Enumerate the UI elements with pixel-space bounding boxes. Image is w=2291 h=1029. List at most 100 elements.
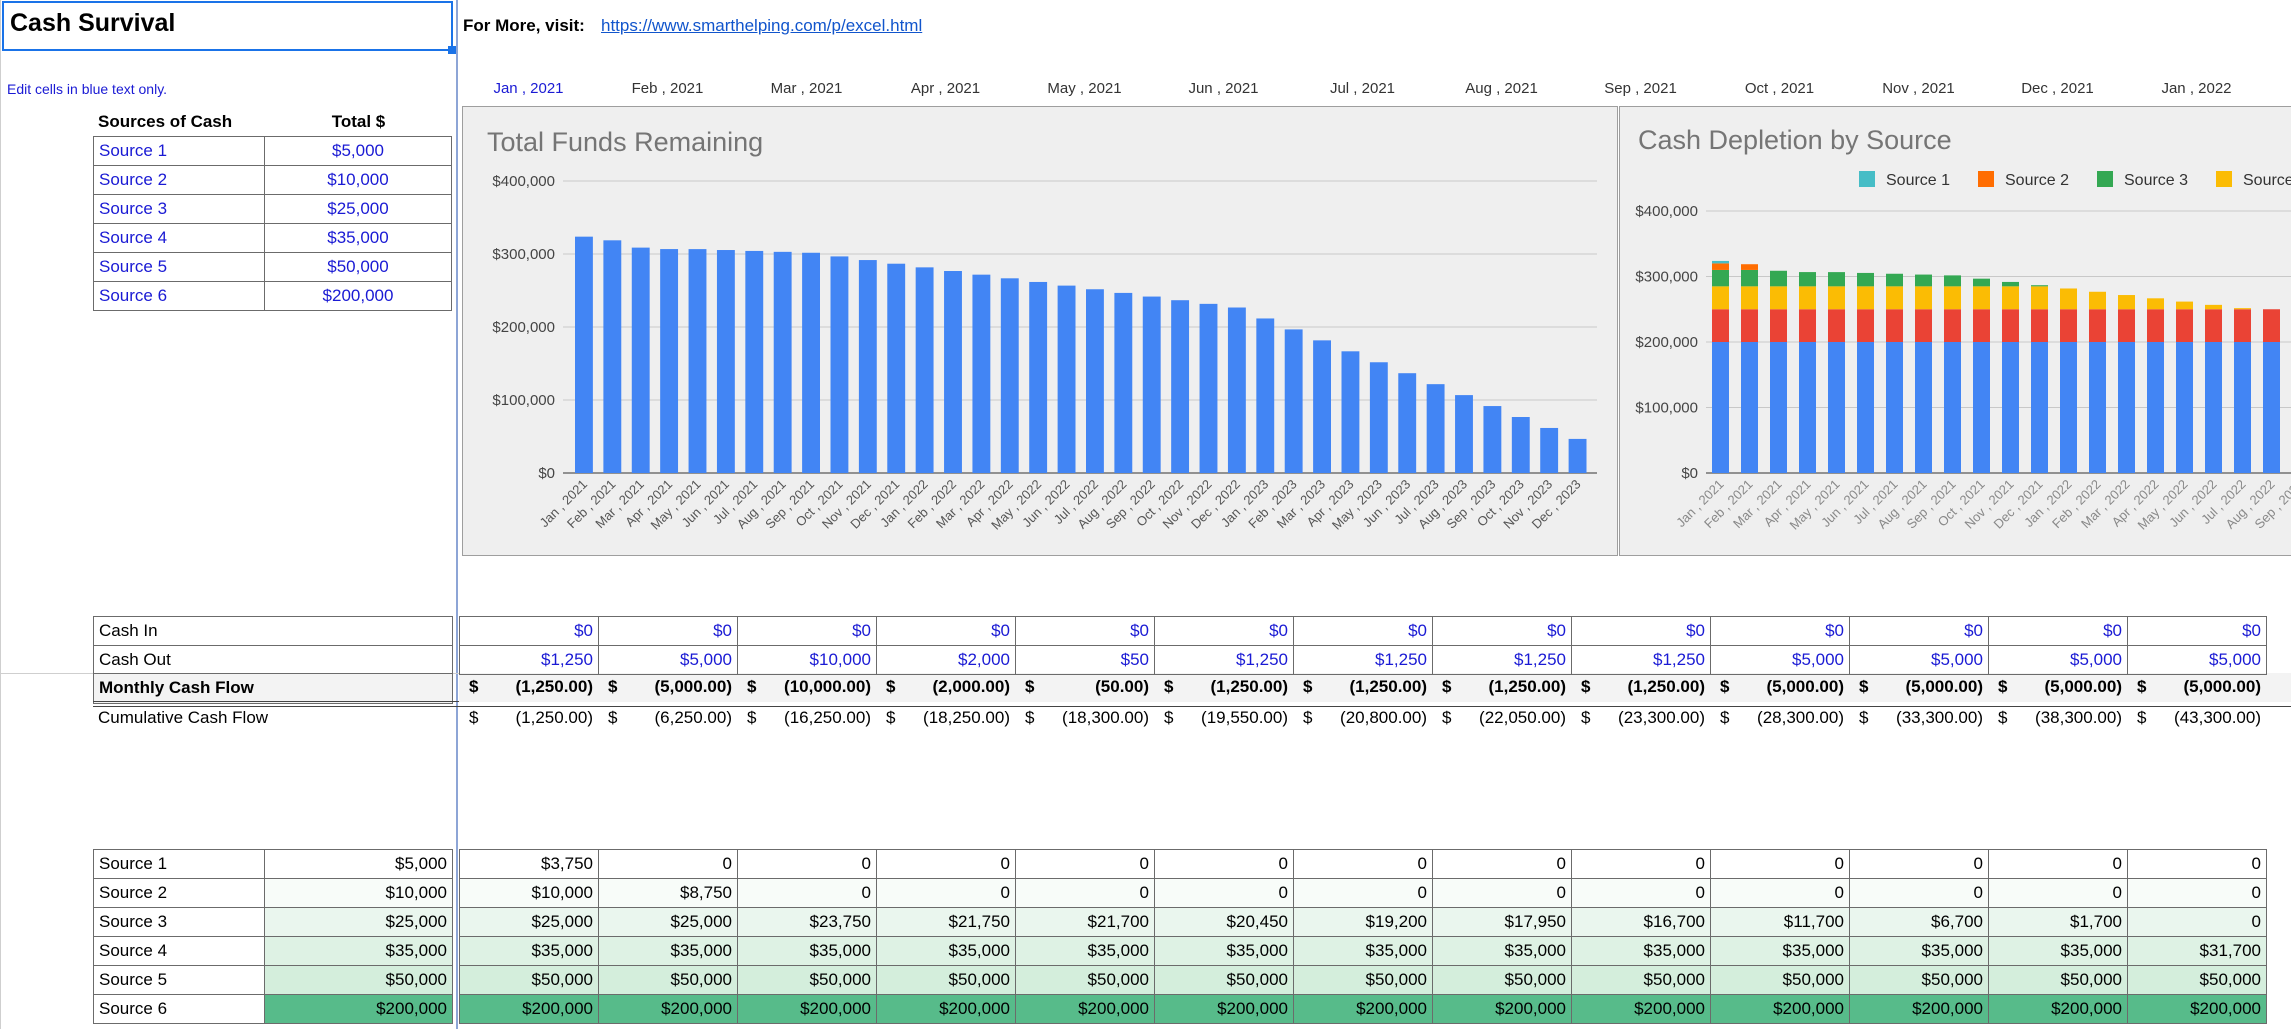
- cash-in-cell[interactable]: $0: [1154, 616, 1294, 646]
- monthly-cash-flow-value: (1,250.00): [1488, 677, 1567, 696]
- cash-out-cell[interactable]: $10,000: [737, 645, 877, 675]
- source-name-cell[interactable]: Source 2: [93, 165, 265, 195]
- website-link[interactable]: https://www.smarthelping.com/p/excel.htm…: [601, 16, 923, 35]
- monthly-cash-flow-value: (1,250.00): [1349, 677, 1428, 696]
- balance-start-cell: $35,000: [264, 936, 453, 966]
- cash-out-cell[interactable]: $1,250: [1293, 645, 1433, 675]
- balance-start-cell: $25,000: [264, 907, 453, 937]
- balance-start-cell: $5,000: [264, 849, 453, 879]
- cash-in-cell[interactable]: $0: [2127, 616, 2267, 646]
- stack-segment: [1828, 309, 1845, 342]
- balance-cell: 0: [1015, 849, 1155, 879]
- cash-in-cell[interactable]: $0: [876, 616, 1016, 646]
- cash-in-cell[interactable]: $0: [1293, 616, 1433, 646]
- cumulative-cash-flow-cell: $ (19,550.00): [1154, 704, 1293, 733]
- cash-out-cell[interactable]: $5,000: [2127, 645, 2267, 675]
- currency-symbol: $: [608, 708, 618, 727]
- stack-segment: [1799, 309, 1816, 342]
- source-total-cell[interactable]: $200,000: [264, 281, 452, 311]
- cash-in-cell[interactable]: $0: [1710, 616, 1850, 646]
- cash-out-cell[interactable]: $5,000: [1849, 645, 1989, 675]
- bar: [745, 250, 764, 473]
- currency-symbol: $: [1303, 677, 1313, 696]
- cash-out-cell[interactable]: $1,250: [1432, 645, 1572, 675]
- balance-cell: $200,000: [1710, 994, 1850, 1024]
- cash-out-cell[interactable]: $50: [1015, 645, 1155, 675]
- stack-segment: [1857, 286, 1874, 310]
- cash-out-cell[interactable]: $1,250: [1154, 645, 1294, 675]
- stack-segment: [1886, 309, 1903, 342]
- source-name-cell[interactable]: Source 6: [93, 281, 265, 311]
- cash-in-cell[interactable]: $0: [737, 616, 877, 646]
- cash-out-cell[interactable]: $1,250: [1571, 645, 1711, 675]
- balance-cell: $200,000: [598, 994, 738, 1024]
- cash-depletion-chart[interactable]: Cash Depletion by Source Source 1 Source 2…: [1619, 106, 2291, 556]
- cash-out-cell[interactable]: $5,000: [1710, 645, 1850, 675]
- balance-cell: 0: [1432, 849, 1572, 879]
- source-total-cell[interactable]: $10,000: [264, 165, 452, 195]
- balance-cell: $200,000: [1154, 994, 1294, 1024]
- cash-in-cell[interactable]: $0: [598, 616, 738, 646]
- balance-cell: $11,700: [1710, 907, 1850, 937]
- monthly-cash-flow-label: Monthly Cash Flow: [93, 673, 453, 704]
- balance-source-label: Source 1: [93, 849, 265, 879]
- source-name-cell[interactable]: Source 1: [93, 136, 265, 166]
- monthly-cash-flow-cell: $ (1,250.00): [459, 673, 598, 702]
- legend-swatch: [2097, 171, 2113, 187]
- monthly-cash-flow-cell: $ (1,250.00): [1571, 673, 1710, 702]
- source-total-cell[interactable]: $50,000: [264, 252, 452, 282]
- balance-source-label: Source 5: [93, 965, 265, 995]
- source-name-cell[interactable]: Source 5: [93, 252, 265, 282]
- stack-segment: [2234, 309, 2251, 342]
- cash-in-cell[interactable]: $0: [459, 616, 599, 646]
- source-name-cell[interactable]: Source 3: [93, 194, 265, 224]
- stack-segment: [1886, 273, 1903, 287]
- month-header: Oct , 2021: [1744, 80, 1815, 97]
- visit-label: For More, visit:: [463, 16, 585, 35]
- currency-symbol: $: [1164, 708, 1174, 727]
- currency-symbol: $: [1720, 708, 1730, 727]
- balance-cell: $50,000: [876, 965, 1016, 995]
- stack-segment: [1857, 272, 1874, 287]
- currency-symbol: $: [469, 708, 479, 727]
- cash-out-cell[interactable]: $1,250: [459, 645, 599, 675]
- cash-in-cell[interactable]: $0: [1988, 616, 2128, 646]
- balance-cell: $25,000: [459, 907, 599, 937]
- balance-cell: 0: [2127, 849, 2267, 879]
- balance-cell: $35,000: [876, 936, 1016, 966]
- source-total-cell[interactable]: $35,000: [264, 223, 452, 253]
- balance-cell: 0: [876, 878, 1016, 908]
- currency-symbol: $: [1581, 708, 1591, 727]
- cell-selection-handle[interactable]: [448, 46, 456, 54]
- source-total-cell[interactable]: $25,000: [264, 194, 452, 224]
- cash-out-cell[interactable]: $2,000: [876, 645, 1016, 675]
- monthly-cash-flow-cell: $ (5,000.00): [1710, 673, 1849, 702]
- cash-in-cell[interactable]: $0: [1849, 616, 1989, 646]
- bar: [1341, 351, 1360, 473]
- source-name-cell[interactable]: Source 4: [93, 223, 265, 253]
- stack-segment: [1712, 260, 1729, 264]
- currency-symbol: $: [747, 677, 757, 696]
- balance-cell: $200,000: [1571, 994, 1711, 1024]
- total-funds-chart[interactable]: Total Funds Remaining $0 $100,000 $200,000 $…: [462, 106, 1618, 556]
- stack-segment: [1886, 286, 1903, 310]
- balance-cell: $35,000: [1849, 936, 1989, 966]
- y-tick-label: $400,000: [1635, 203, 1698, 220]
- title-cell[interactable]: Cash Survival: [2, 1, 453, 51]
- cumulative-cash-flow-value: (23,300.00): [1618, 708, 1705, 727]
- source-total-cell[interactable]: $5,000: [264, 136, 452, 166]
- balance-cell: 0: [1988, 849, 2128, 879]
- stack-segment: [1973, 309, 1990, 342]
- cash-out-cell[interactable]: $5,000: [1988, 645, 2128, 675]
- stack-segment: [2263, 309, 2280, 342]
- stack-segment: [1770, 286, 1787, 310]
- cash-in-cell[interactable]: $0: [1432, 616, 1572, 646]
- currency-symbol: $: [1859, 677, 1869, 696]
- cash-in-cell[interactable]: $0: [1015, 616, 1155, 646]
- month-header: Dec , 2021: [2021, 80, 2094, 97]
- cash-in-cell[interactable]: $0: [1571, 616, 1711, 646]
- cash-out-cell[interactable]: $5,000: [598, 645, 738, 675]
- cumulative-cash-flow-cell: $ (20,800.00): [1293, 704, 1432, 733]
- balance-cell: 0: [1432, 878, 1572, 908]
- balance-cell: $6,700: [1849, 907, 1989, 937]
